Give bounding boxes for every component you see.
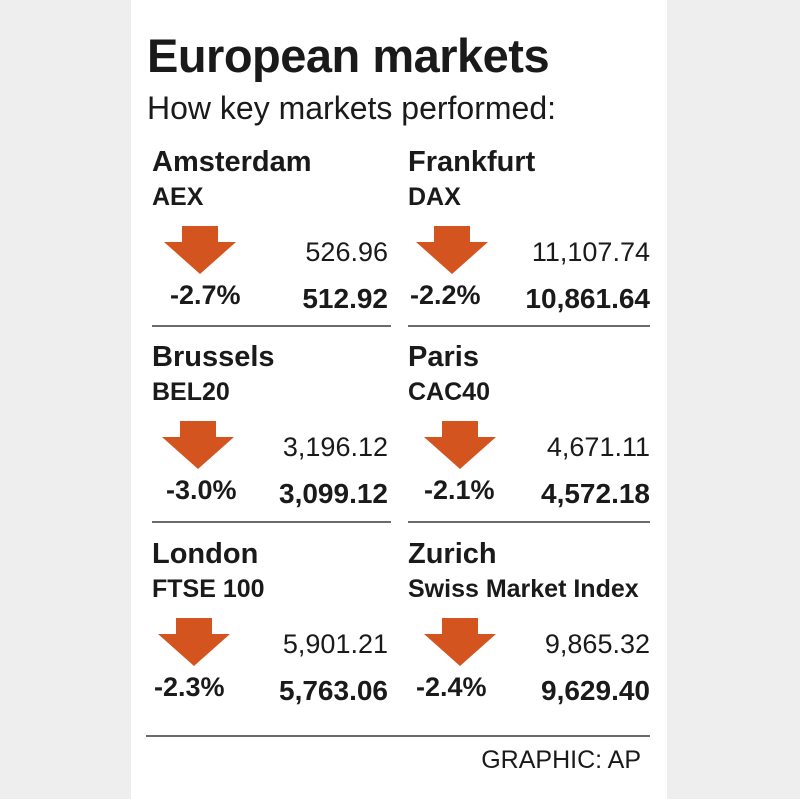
graphic-credit: GRAPHIC: AP — [481, 746, 641, 774]
market-brussels: Brussels BEL20 3,196.12 -3.0% 3,099.12 — [152, 343, 402, 539]
latest-close: 5,763.06 — [279, 675, 388, 706]
down-arrow-icon — [424, 618, 496, 666]
previous-close: 9,865.32 — [544, 629, 650, 659]
market-city: Brussels — [152, 341, 275, 373]
previous-close: 3,196.12 — [282, 432, 388, 462]
previous-close: 5,901.21 — [282, 629, 388, 659]
row-divider — [152, 521, 391, 523]
market-index: CAC40 — [408, 378, 490, 406]
market-city: Zurich — [408, 538, 497, 570]
market-index: DAX — [408, 183, 461, 211]
market-index: FTSE 100 — [152, 575, 265, 603]
graphic-title: European markets — [147, 29, 550, 82]
percent-change: -2.3% — [154, 672, 225, 702]
row-divider — [408, 521, 650, 523]
market-index: BEL20 — [152, 378, 230, 406]
market-amsterdam: Amsterdam AEX 526.96 -2.7% 512.92 — [152, 148, 402, 344]
graphic-card — [131, 0, 667, 799]
market-index: Swiss Market Index — [408, 575, 639, 603]
down-arrow-icon — [424, 421, 496, 469]
market-paris: Paris CAC40 4,671.11 -2.1% 4,572.18 — [408, 343, 658, 539]
latest-close: 4,572.18 — [541, 478, 650, 509]
row-divider — [152, 325, 391, 327]
previous-close: 4,671.11 — [546, 432, 650, 462]
market-index: AEX — [152, 183, 204, 211]
market-city: Frankfurt — [408, 146, 536, 178]
percent-change: -2.2% — [410, 280, 481, 310]
graphic-subtitle: How key markets performed: — [147, 90, 557, 126]
market-city: Amsterdam — [152, 146, 312, 178]
down-arrow-icon — [162, 421, 234, 469]
down-arrow-icon — [158, 618, 230, 666]
previous-close: 11,107.74 — [531, 237, 650, 267]
bottom-divider — [146, 735, 650, 737]
market-city: London — [152, 538, 259, 570]
market-frankfurt: Frankfurt DAX 11,107.74 -2.2% 10,861.64 — [408, 148, 658, 344]
down-arrow-icon — [164, 226, 236, 274]
row-divider — [408, 325, 650, 327]
percent-change: -2.4% — [416, 672, 487, 702]
latest-close: 3,099.12 — [279, 478, 388, 509]
latest-close: 512.92 — [302, 283, 388, 314]
down-arrow-icon — [416, 226, 488, 274]
latest-close: 10,861.64 — [525, 283, 650, 314]
latest-close: 9,629.40 — [541, 675, 650, 706]
market-zurich: Zurich Swiss Market Index 9,865.32 -2.4%… — [408, 540, 658, 736]
previous-close: 526.96 — [305, 237, 388, 267]
market-london: London FTSE 100 5,901.21 -2.3% 5,763.06 — [152, 540, 402, 736]
percent-change: -2.1% — [424, 475, 495, 505]
market-city: Paris — [408, 341, 479, 373]
percent-change: -2.7% — [170, 280, 241, 310]
percent-change: -3.0% — [166, 475, 237, 505]
